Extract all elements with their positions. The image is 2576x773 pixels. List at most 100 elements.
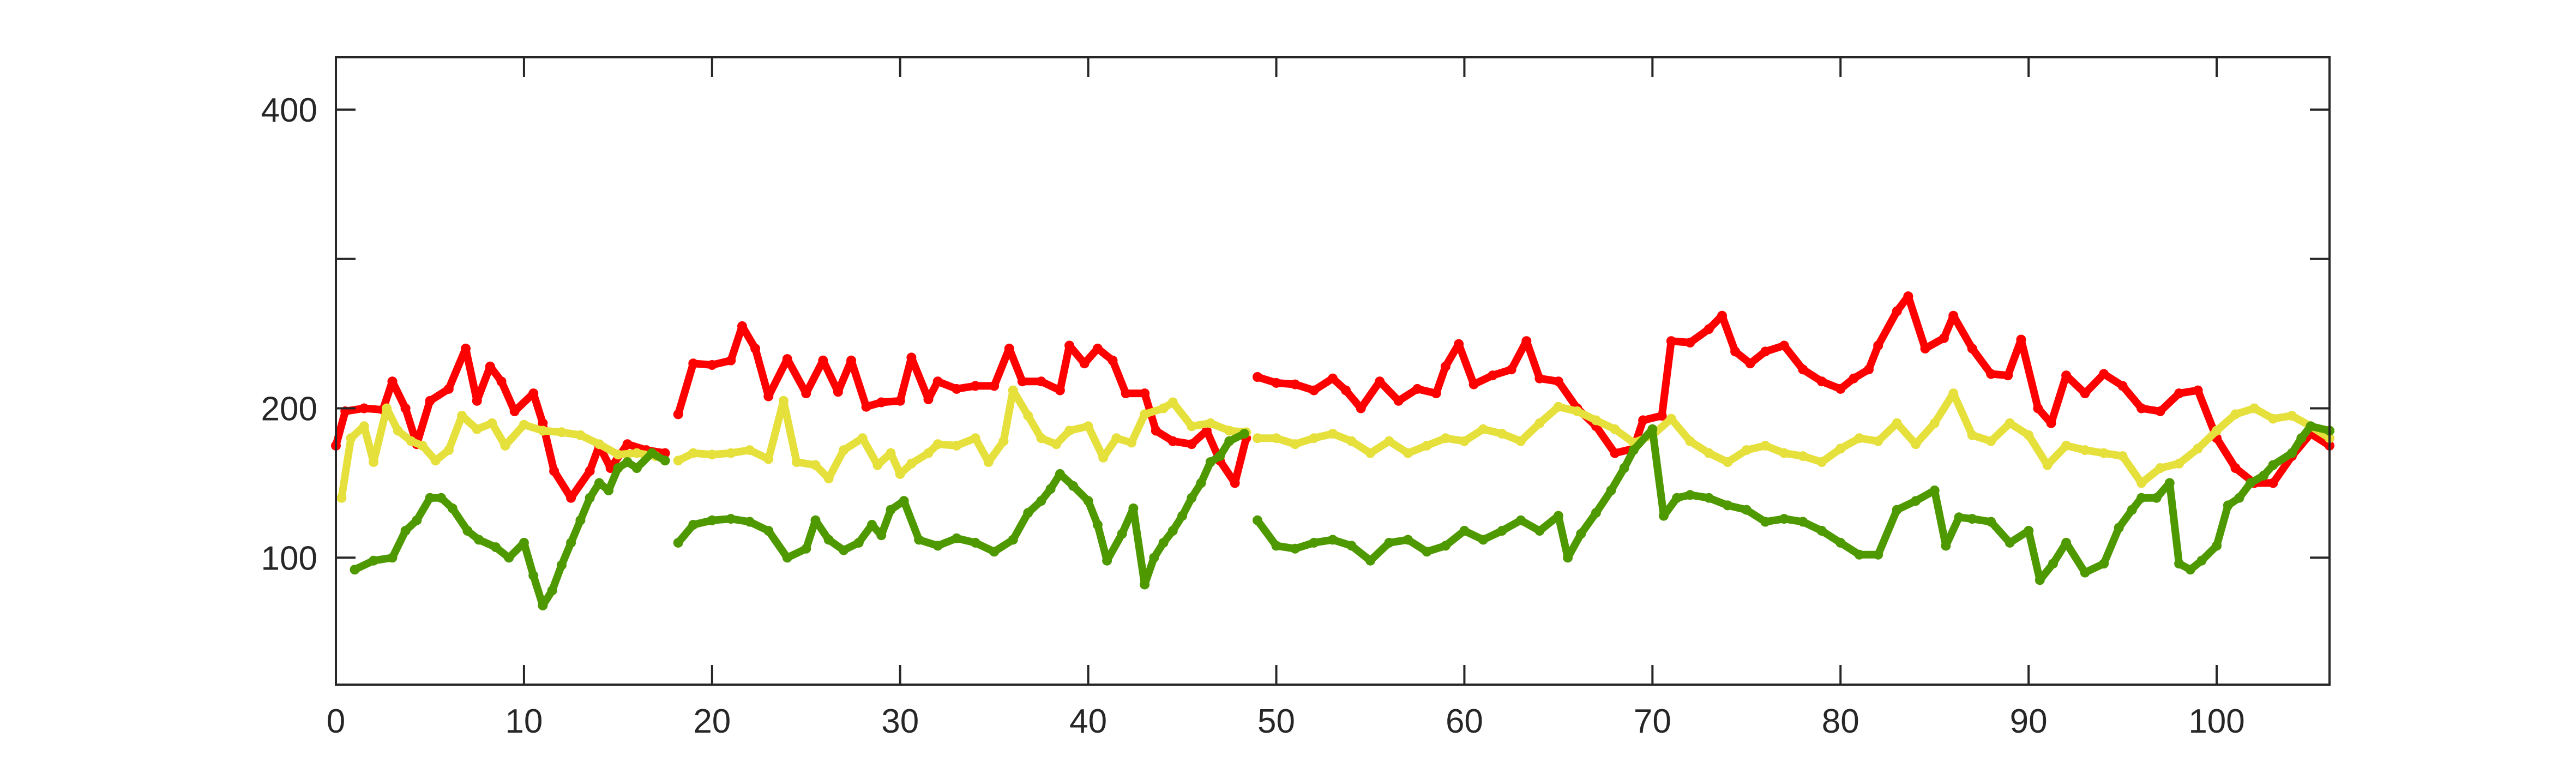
data-point: [1929, 486, 1940, 495]
data-point: [861, 402, 871, 412]
data-point: [400, 403, 411, 414]
data-point: [857, 433, 868, 444]
data-point: [1704, 493, 1714, 503]
data-point: [2117, 451, 2128, 462]
data-point: [2268, 460, 2278, 470]
data-point: [2003, 370, 2013, 381]
data-point: [1140, 388, 1150, 399]
data-point: [1253, 433, 1262, 444]
data-point: [1440, 361, 1450, 371]
data-point: [359, 403, 369, 414]
data-point: [1017, 376, 1027, 387]
data-point: [585, 493, 595, 503]
data-point: [575, 430, 586, 440]
y-tick-label: 100: [261, 540, 317, 577]
data-point: [2099, 369, 2109, 379]
data-point: [1478, 424, 1488, 434]
data-point: [2212, 426, 2222, 436]
data-point: [1127, 438, 1136, 448]
data-point: [1572, 406, 1582, 416]
data-point: [1375, 376, 1385, 387]
data-point: [2136, 478, 2147, 488]
data-point: [1083, 496, 1093, 506]
data-point: [1167, 397, 1178, 408]
data-point: [474, 535, 484, 545]
data-point: [810, 460, 821, 470]
x-tick-label: 50: [1257, 703, 1295, 740]
data-point: [1779, 514, 1789, 524]
series-0: [331, 291, 2334, 503]
data-point: [1666, 414, 1676, 424]
data-point: [1506, 364, 1516, 375]
data-point: [952, 440, 962, 451]
data-point: [1497, 526, 1507, 536]
data-point: [2136, 403, 2147, 414]
data-point: [952, 533, 962, 543]
data-point: [2099, 559, 2109, 569]
data-point: [1177, 511, 1188, 521]
data-point: [688, 448, 699, 458]
data-point: [2212, 541, 2222, 551]
data-point: [1954, 512, 1964, 523]
data-point: [2287, 411, 2297, 421]
y-tick-label: 400: [261, 92, 317, 129]
data-point: [1948, 310, 1959, 321]
data-point: [1515, 436, 1526, 446]
data-point: [1253, 515, 1262, 525]
data-point: [983, 457, 994, 467]
data-point: [2042, 460, 2053, 470]
data-point: [443, 445, 454, 456]
data-point: [1760, 440, 1771, 451]
data-point: [839, 545, 849, 555]
data-point: [906, 352, 917, 363]
data-point: [1892, 505, 1902, 515]
data-point: [818, 355, 828, 365]
data-point: [673, 456, 683, 466]
data-point: [823, 535, 834, 545]
data-point: [726, 448, 736, 458]
data-point: [1055, 469, 1065, 479]
data-point: [1685, 436, 1695, 446]
x-tick-label: 60: [1446, 703, 1483, 740]
data-point: [895, 396, 905, 406]
data-point: [2114, 523, 2124, 533]
data-point: [2246, 478, 2256, 488]
data-point: [1986, 436, 1996, 446]
data-point: [1610, 424, 1620, 434]
data-point: [585, 466, 595, 476]
data-point: [1672, 493, 1682, 503]
data-point: [1149, 553, 1159, 563]
data-point: [1478, 535, 1488, 545]
data-point: [1685, 490, 1695, 500]
data-point: [519, 420, 529, 430]
data-point: [2136, 493, 2147, 503]
data-point: [1440, 433, 1450, 444]
data-point: [1271, 433, 1281, 444]
data-point: [2048, 559, 2058, 569]
data-point: [744, 445, 755, 456]
data-point: [2151, 493, 2162, 503]
x-tick-labels: 0 10 20 30 40 50 60 70 80 90 100: [327, 703, 2245, 740]
data-point: [1422, 547, 1432, 557]
data-point: [1128, 503, 1139, 513]
data-point: [673, 537, 683, 548]
data-point: [839, 445, 849, 456]
data-point: [1187, 439, 1197, 450]
data-point: [1929, 418, 1940, 428]
x-tick-label: 0: [327, 703, 345, 740]
data-point: [932, 541, 943, 551]
data-point: [491, 542, 501, 553]
data-point: [575, 515, 586, 525]
data-point: [425, 493, 435, 503]
data-point: [519, 537, 529, 548]
data-point: [2259, 470, 2269, 481]
data-point: [631, 448, 642, 458]
data-point: [792, 457, 802, 467]
data-point: [2234, 493, 2244, 503]
data-point: [2099, 448, 2109, 458]
data-point: [1224, 426, 1235, 436]
data-point: [2174, 559, 2184, 569]
data-point: [1167, 526, 1178, 536]
data-point: [1873, 436, 1883, 446]
data-point: [970, 433, 980, 444]
